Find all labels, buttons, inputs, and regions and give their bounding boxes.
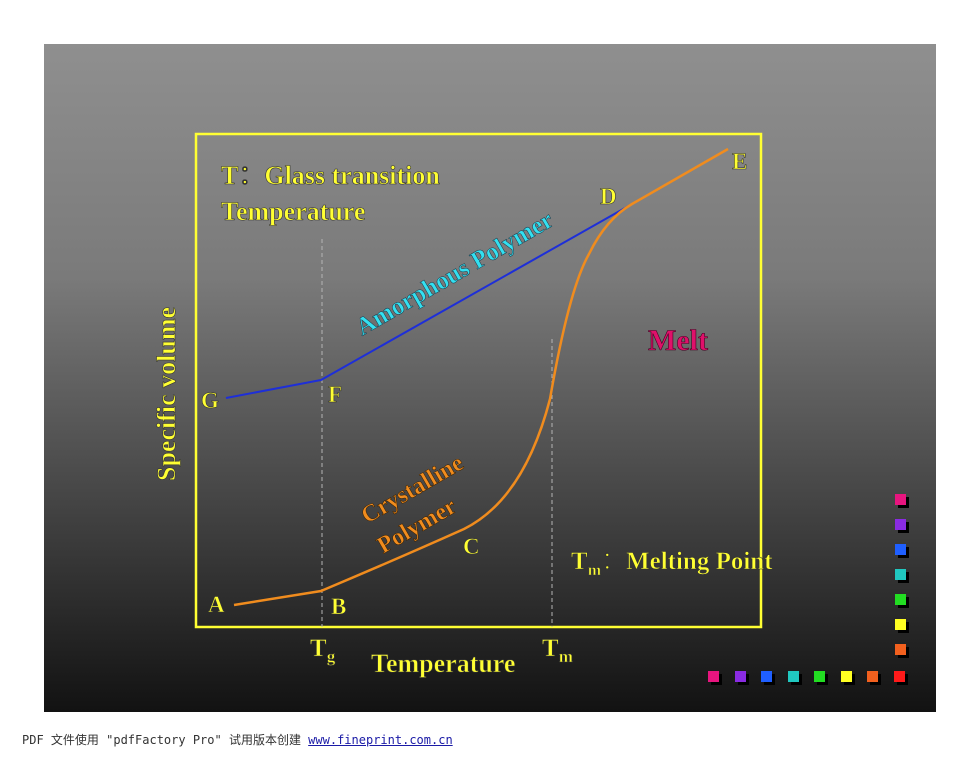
x-axis-label: Temperature [371,649,515,678]
point-label-e: E [732,149,747,174]
decor-square [761,671,772,682]
glass-transition-label-line2: Temperature [221,197,365,226]
tm-main: T [542,635,559,662]
amorphous-series-label: Amorphous Polymer [352,206,559,341]
footer-link[interactable]: www.fineprint.com.cn [308,733,453,747]
footer-text: PDF 文件使用 "pdfFactory Pro" 试用版本创建 [22,733,309,747]
point-label-g: G [201,388,219,413]
decor-square [814,671,825,682]
tg-tick-label: Tg [310,635,336,666]
decor-square [734,671,746,682]
melting-point-sub: m [588,562,602,579]
tm-sub: m [559,647,573,666]
decor-square [895,519,906,530]
point-label-c: C [463,534,480,559]
tm-tick-label: Tm [542,635,573,666]
glass-transition-label-line1: T：Glass transition [221,161,440,190]
decor-square [895,544,906,555]
tg-sub: g [327,647,336,666]
plot-frame [194,132,763,629]
decor-square [895,644,906,655]
decor-square [895,494,906,505]
decor-square [708,671,719,682]
melting-point-label: Tm：Melting Point [571,548,773,579]
melt-label: Melt [648,324,708,357]
point-label-b: B [331,594,346,619]
decor-square [787,671,799,682]
decor-square [895,619,906,630]
point-label-f: F [328,382,342,407]
pdf-footer: PDF 文件使用 "pdfFactory Pro" 试用版本创建 www.fin… [22,731,453,748]
tg-main: T [310,635,327,662]
decor-square [895,594,906,605]
amorphous-series-line [225,203,633,399]
decor-square [893,671,905,682]
decor-square [895,569,906,580]
point-label-a: A [208,592,225,617]
melting-point-main: T [571,548,588,575]
decor-square [867,671,878,682]
y-axis-label: Specific volume [152,307,181,481]
decor-square [840,671,852,682]
point-label-d: D [600,184,617,209]
melting-point-text: ：Melting Point [601,548,773,575]
crystalline-series-line [233,147,729,607]
specific-volume-chart: A B C D E F G T：Glass transition Tempera… [152,132,773,678]
slide-background: A B C D E F G T：Glass transition Tempera… [44,44,936,712]
